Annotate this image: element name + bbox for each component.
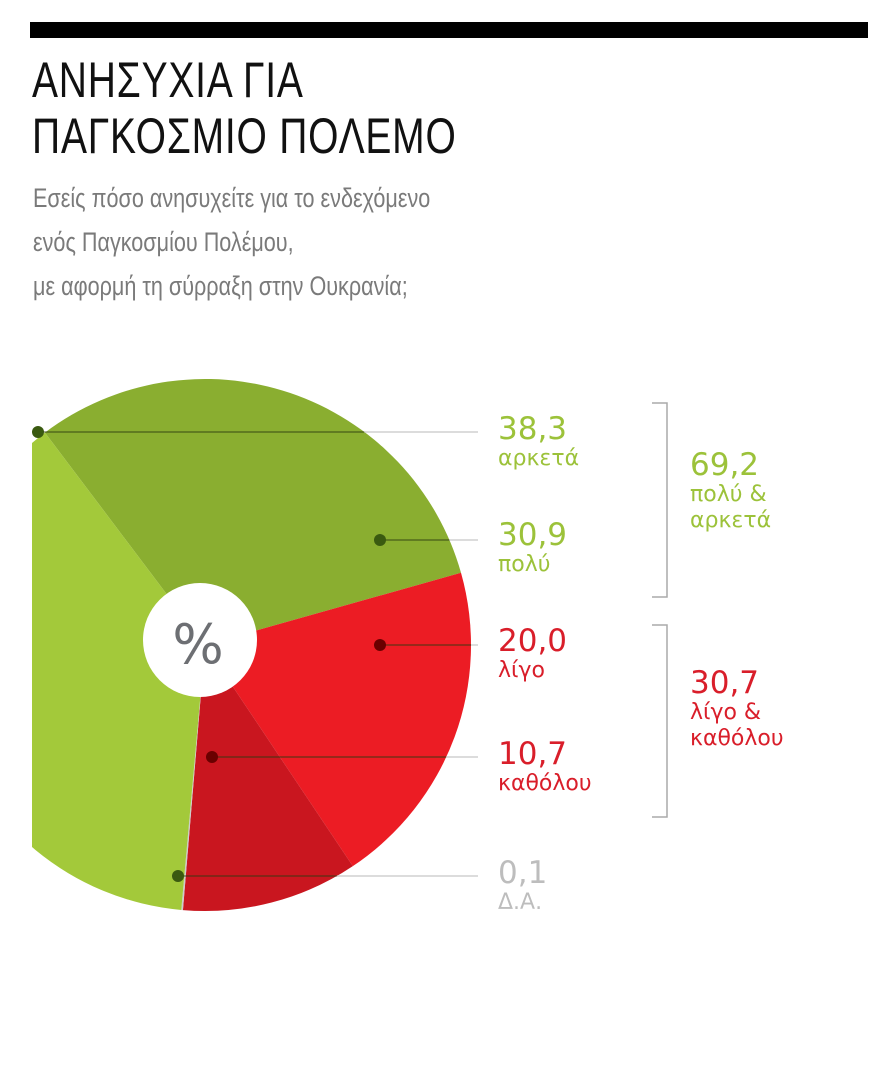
- label-arketa: 38,3 αρκετά: [498, 412, 579, 472]
- label-poly: 30,9 πολύ: [498, 518, 567, 578]
- name-da: Δ.Α.: [498, 890, 543, 915]
- name-katholou: καθόλου: [498, 771, 592, 796]
- bracket-negative: [652, 624, 668, 818]
- pie-slice-αρκετά: [32, 432, 205, 910]
- group-line-1: λίγο &: [690, 700, 762, 725]
- value-katholou: 10,7: [498, 736, 568, 772]
- pie-slice-Δ.Α.: [181, 645, 205, 911]
- name-poly: πολύ: [498, 552, 551, 577]
- leader-dot-katholou: [206, 751, 218, 763]
- subtitle-line-2: ενός Παγκοσμίου Πολέμου,: [33, 227, 294, 257]
- group-line-2: καθόλου: [690, 726, 784, 751]
- pie-slice-λίγο: [205, 572, 472, 867]
- group-label-positive: 69,2 πολύ & αρκετά: [690, 448, 771, 534]
- group-line-2: αρκετά: [690, 508, 772, 533]
- value-poly: 30,9: [498, 517, 568, 553]
- value-ligo: 20,0: [498, 623, 568, 659]
- leader-dot-arketa: [32, 426, 44, 438]
- label-ligo: 20,0 λίγο: [498, 624, 567, 684]
- group-value-positive: 69,2: [690, 447, 760, 483]
- chart-subtitle: Εσείς πόσο ανησυχείτε για το ενδεχόμενο …: [33, 176, 430, 308]
- group-label-negative: 30,7 λίγο & καθόλου: [690, 666, 784, 752]
- pie-slice-καθόλου: [182, 645, 353, 911]
- label-da: 0,1 Δ.Α.: [498, 856, 547, 916]
- title-line-1: ΑΝΗΣΥΧΙΑ ΓΙΑ: [32, 52, 304, 108]
- group-value-negative: 30,7: [690, 665, 760, 701]
- name-ligo: λίγο: [498, 658, 545, 683]
- top-rule: [30, 22, 868, 38]
- subtitle-line-1: Εσείς πόσο ανησυχείτε για το ενδεχόμενο: [33, 183, 431, 213]
- chart-title: ΑΝΗΣΥΧΙΑ ΓΙΑ ΠΑΓΚΟΣΜΙΟ ΠΟΛΕΜΟ: [32, 52, 457, 164]
- leader-dot-poly: [374, 534, 386, 546]
- leader-dot-ligo: [374, 639, 386, 651]
- percent-symbol: %: [172, 613, 223, 676]
- leader-lines: [32, 426, 478, 882]
- value-da: 0,1: [498, 855, 548, 891]
- title-line-2: ΠΑΓΚΟΣΜΙΟ ΠΟΛΕΜΟ: [32, 108, 457, 164]
- label-katholou: 10,7 καθόλου: [498, 737, 592, 797]
- leader-dot-da: [172, 870, 184, 882]
- name-arketa: αρκετά: [498, 446, 580, 471]
- pie-slices: [32, 378, 472, 911]
- group-line-1: πολύ &: [690, 482, 767, 507]
- value-arketa: 38,3: [498, 411, 568, 447]
- subtitle-line-3: με αφορμή τη σύρραξη στην Ουκρανία;: [33, 271, 408, 301]
- center-circle: [143, 583, 257, 697]
- pie-slice-πολύ: [44, 378, 462, 645]
- bracket-positive: [652, 402, 668, 598]
